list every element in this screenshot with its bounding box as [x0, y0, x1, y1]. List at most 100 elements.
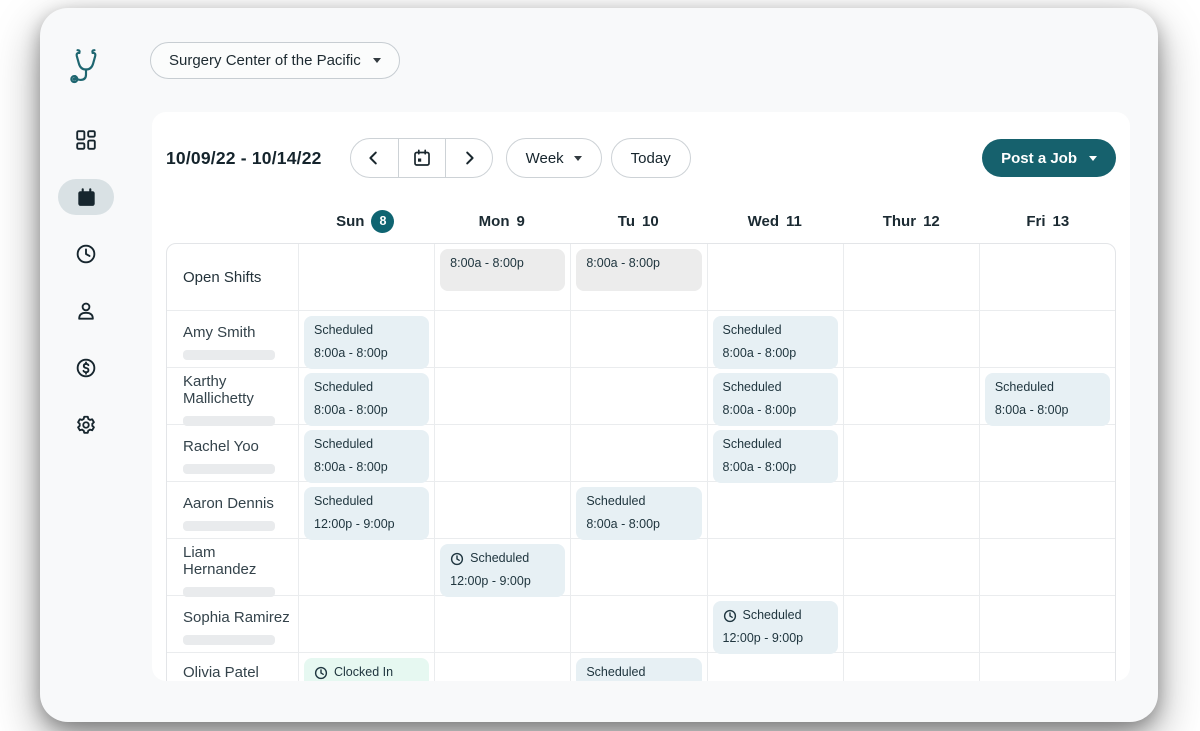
facility-selector[interactable]: Surgery Center of the Pacific	[150, 42, 400, 79]
schedule-cell-sun[interactable]	[298, 596, 434, 659]
scheduled-shift-card[interactable]: Scheduled12:00p - 9:00p	[440, 544, 565, 597]
schedule-cell-sun[interactable]: Scheduled12:00p - 9:00p	[298, 482, 434, 545]
day-header-fri: Fri13	[980, 213, 1117, 230]
schedule-cell-mon[interactable]	[434, 596, 570, 659]
schedule-cell-tu[interactable]	[570, 311, 706, 374]
schedule-cell-wed[interactable]: Scheduled8:00a - 8:00p	[707, 425, 843, 488]
schedule-cell-sun[interactable]	[298, 244, 434, 310]
schedule-cell-mon[interactable]: 8:00a - 8:00p	[434, 244, 570, 310]
prev-week-button[interactable]	[351, 139, 398, 177]
staff-role-skeleton	[183, 635, 275, 645]
schedule-cell-wed[interactable]: Scheduled12:00p - 9:00p	[707, 596, 843, 659]
schedule-cell-fri[interactable]	[979, 596, 1115, 659]
schedule-cell-tu[interactable]: Scheduled	[570, 653, 706, 681]
open-shift-card[interactable]: 8:00a - 8:00p	[576, 249, 701, 291]
date-nav-control	[350, 138, 493, 178]
day-label: Tu	[618, 213, 635, 230]
schedule-cell-wed[interactable]	[707, 244, 843, 310]
clock-icon	[450, 552, 464, 566]
calendar-picker-button[interactable]	[398, 139, 445, 177]
scheduled-shift-card[interactable]: Scheduled8:00a - 8:00p	[713, 430, 838, 483]
scheduled-shift-card[interactable]: Scheduled12:00p - 9:00p	[713, 601, 838, 654]
post-a-job-button[interactable]: Post a Job	[982, 139, 1116, 177]
schedule-cell-sun[interactable]: Clocked In	[298, 653, 434, 681]
shift-time: 8:00a - 8:00p	[314, 461, 388, 475]
schedule-cell-fri[interactable]: Scheduled8:00a - 8:00p	[979, 368, 1115, 431]
day-header-tu: Tu10	[570, 213, 707, 230]
scheduled-shift-card[interactable]: Scheduled8:00a - 8:00p	[304, 373, 429, 426]
schedule-cell-wed[interactable]	[707, 539, 843, 602]
schedule-cell-thur[interactable]	[843, 653, 979, 681]
scheduled-shift-card[interactable]: Scheduled8:00a - 8:00p	[576, 487, 701, 540]
schedule-cell-tu[interactable]	[570, 539, 706, 602]
schedule-cell-thur[interactable]	[843, 596, 979, 659]
scheduled-shift-card[interactable]: Scheduled12:00p - 9:00p	[304, 487, 429, 540]
schedule-cell-wed[interactable]: Scheduled 8:00a - 8:00p	[707, 311, 843, 374]
schedule-cell-fri[interactable]	[979, 244, 1115, 310]
day-label: Sun	[336, 213, 364, 230]
schedule-cell-fri[interactable]	[979, 653, 1115, 681]
schedule-cell-mon[interactable]	[434, 368, 570, 431]
schedule-cell-tu[interactable]	[570, 596, 706, 659]
chevron-down-icon	[373, 58, 381, 63]
schedule-cell-mon[interactable]	[434, 311, 570, 374]
scheduled-shift-card[interactable]: Scheduled8:00a - 8:00p	[304, 316, 429, 369]
schedule-cell-thur[interactable]	[843, 244, 979, 310]
schedule-cell-fri[interactable]	[979, 425, 1115, 488]
open-shift-card[interactable]: 8:00a - 8:00p	[440, 249, 565, 291]
scheduled-shift-card[interactable]: Scheduled8:00a - 8:00p	[713, 373, 838, 426]
shift-status-label: Scheduled	[743, 609, 802, 623]
shift-status-label: Scheduled	[470, 552, 529, 566]
staff-row: Olivia Patel Clocked InScheduled	[167, 653, 1115, 681]
schedule-cell-wed[interactable]: Scheduled8:00a - 8:00p	[707, 368, 843, 431]
staff-name-cell: Sophia Ramirez	[167, 596, 298, 659]
schedule-cell-fri[interactable]	[979, 482, 1115, 545]
sidebar-item-schedule[interactable]	[58, 179, 114, 215]
schedule-cell-mon[interactable]: Scheduled12:00p - 9:00p	[434, 539, 570, 602]
schedule-panel: 10/09/22 - 10/14/22 Week	[152, 112, 1130, 681]
day-date: 13	[1052, 213, 1069, 230]
schedule-cell-tu[interactable]: 8:00a - 8:00p	[570, 244, 706, 310]
schedule-cell-fri[interactable]	[979, 311, 1115, 374]
schedule-cell-mon[interactable]	[434, 653, 570, 681]
day-header-mon: Mon9	[434, 213, 571, 230]
staff-row: Amy SmithScheduled8:00a - 8:00pScheduled…	[167, 311, 1115, 368]
sidebar-item-settings[interactable]	[58, 407, 114, 443]
shift-status-label: Scheduled	[314, 324, 373, 338]
schedule-cell-thur[interactable]	[843, 425, 979, 488]
schedule-cell-wed[interactable]	[707, 653, 843, 681]
today-button[interactable]: Today	[611, 138, 691, 178]
schedule-cell-thur[interactable]	[843, 539, 979, 602]
sidebar-item-dashboard[interactable]	[58, 122, 114, 158]
schedule-cell-tu[interactable]	[570, 425, 706, 488]
schedule-cell-tu[interactable]: Scheduled8:00a - 8:00p	[570, 482, 706, 545]
shift-time: 8:00a - 8:00p	[723, 347, 797, 361]
sidebar-item-payments[interactable]	[58, 350, 114, 386]
today-date-badge: 8	[371, 210, 394, 233]
schedule-cell-sun[interactable]: Scheduled8:00a - 8:00p	[298, 368, 434, 431]
schedule-cell-sun[interactable]: Scheduled8:00a - 8:00p	[298, 425, 434, 488]
next-week-button[interactable]	[445, 139, 492, 177]
sidebar-item-time[interactable]	[58, 236, 114, 272]
schedule-cell-fri[interactable]	[979, 539, 1115, 602]
schedule-cell-sun[interactable]	[298, 539, 434, 602]
clocked-in-card[interactable]: Clocked In	[304, 658, 429, 681]
scheduled-shift-card[interactable]: Scheduled 8:00a - 8:00p	[713, 316, 838, 369]
schedule-cell-mon[interactable]	[434, 425, 570, 488]
schedule-cell-wed[interactable]	[707, 482, 843, 545]
chevron-down-icon	[1089, 156, 1097, 161]
schedule-cell-mon[interactable]	[434, 482, 570, 545]
schedule-cell-thur[interactable]	[843, 311, 979, 374]
open-shifts-row: Open Shifts8:00a - 8:00p8:00a - 8:00p	[167, 244, 1115, 311]
view-mode-dropdown[interactable]: Week	[506, 138, 602, 178]
scheduled-shift-card[interactable]: Scheduled8:00a - 8:00p	[304, 430, 429, 483]
day-label: Mon	[479, 213, 510, 230]
scheduled-shift-card[interactable]: Scheduled	[576, 658, 701, 681]
schedule-cell-thur[interactable]	[843, 482, 979, 545]
shift-status-label: Scheduled	[723, 324, 782, 338]
schedule-cell-tu[interactable]	[570, 368, 706, 431]
scheduled-shift-card[interactable]: Scheduled8:00a - 8:00p	[985, 373, 1110, 426]
schedule-cell-thur[interactable]	[843, 368, 979, 431]
sidebar-item-staff[interactable]	[58, 293, 114, 329]
schedule-cell-sun[interactable]: Scheduled8:00a - 8:00p	[298, 311, 434, 374]
